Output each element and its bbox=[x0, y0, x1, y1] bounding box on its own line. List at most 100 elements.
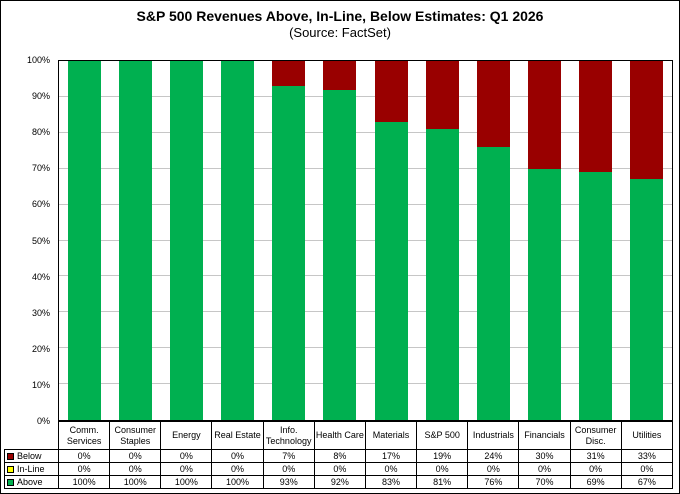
gridline bbox=[59, 383, 672, 385]
value-cell: 92% bbox=[313, 475, 366, 489]
bar-slot bbox=[314, 61, 365, 420]
plot-area bbox=[58, 60, 673, 421]
value-cell: 24% bbox=[467, 449, 520, 463]
bar-segment-below bbox=[323, 61, 357, 90]
value-cell: 100% bbox=[211, 475, 264, 489]
gridline bbox=[59, 347, 672, 349]
bar-segment-below bbox=[425, 61, 459, 130]
bar-slot bbox=[365, 61, 416, 420]
stacked-bar bbox=[425, 61, 459, 420]
bar-segment-above bbox=[119, 61, 153, 420]
bar-segment-above bbox=[221, 61, 255, 420]
bar-slot bbox=[59, 61, 110, 420]
bar-slot bbox=[519, 61, 570, 420]
y-tick-label: 60% bbox=[31, 199, 50, 210]
category-header: Energy bbox=[160, 421, 213, 450]
legend-label: Above bbox=[17, 477, 43, 487]
bar-segment-below bbox=[272, 61, 306, 87]
value-cell: 0% bbox=[160, 449, 213, 463]
gridline bbox=[59, 167, 672, 169]
stacked-bar bbox=[68, 61, 102, 420]
value-cell: 8% bbox=[313, 449, 366, 463]
gridline bbox=[59, 203, 672, 205]
value-cell: 33% bbox=[620, 449, 674, 463]
stacked-bar bbox=[578, 61, 612, 420]
bar-segment-above bbox=[374, 122, 408, 420]
value-cell: 7% bbox=[262, 449, 315, 463]
stacked-bar bbox=[527, 61, 561, 420]
value-cell: 100% bbox=[160, 475, 213, 489]
y-tick-label: 70% bbox=[31, 163, 50, 174]
value-cell: 31% bbox=[569, 449, 622, 463]
value-cell: 67% bbox=[620, 475, 674, 489]
gridline bbox=[59, 95, 672, 97]
value-cell: 83% bbox=[364, 475, 418, 489]
chart-subtitle: (Source: FactSet) bbox=[289, 25, 391, 40]
value-cell: 0% bbox=[364, 462, 418, 476]
gridline bbox=[59, 275, 672, 277]
legend-cell: Below bbox=[4, 449, 59, 463]
value-cell: 0% bbox=[518, 462, 571, 476]
bar-segment-above bbox=[425, 129, 459, 420]
value-cell: 100% bbox=[57, 475, 111, 489]
bar-segment-above bbox=[629, 179, 663, 420]
category-header: S&P 500 bbox=[416, 421, 469, 450]
value-cell: 69% bbox=[569, 475, 622, 489]
y-tick-label: 30% bbox=[31, 307, 50, 318]
legend-label: In-Line bbox=[17, 464, 45, 474]
stacked-bar bbox=[323, 61, 357, 420]
bar-segment-below bbox=[629, 61, 663, 180]
y-tick-label: 10% bbox=[31, 379, 50, 390]
legend-swatch bbox=[7, 479, 14, 486]
bar-segment-below bbox=[527, 61, 561, 169]
value-cell: 70% bbox=[518, 475, 571, 489]
bar-slot bbox=[161, 61, 212, 420]
y-tick-label: 0% bbox=[36, 416, 50, 426]
y-axis: 0% 10% 20% 30% 40% 50% 60% 70% 80% 90% 100% bbox=[1, 55, 54, 426]
bar-segment-above bbox=[527, 168, 561, 420]
category-header: Info. Technology bbox=[262, 421, 315, 450]
y-tick-label: 40% bbox=[31, 271, 50, 282]
stacked-bar bbox=[629, 61, 663, 420]
gridline bbox=[59, 239, 672, 241]
value-cell: 0% bbox=[569, 462, 622, 476]
bar-slot bbox=[212, 61, 263, 420]
category-header: Real Estate bbox=[211, 421, 264, 450]
bar-segment-below bbox=[374, 61, 408, 123]
legend-cell: In-Line bbox=[4, 462, 59, 476]
value-cell: 0% bbox=[57, 462, 111, 476]
data-table: Comm. Services Consumer Staples Energy Real… bbox=[4, 421, 674, 489]
y-tick-label: 100% bbox=[26, 55, 50, 65]
bar-segment-above bbox=[578, 172, 612, 420]
value-cell: 0% bbox=[160, 462, 213, 476]
y-tick-label: 20% bbox=[31, 343, 50, 354]
value-cell: 0% bbox=[467, 462, 520, 476]
legend-swatch bbox=[7, 466, 14, 473]
category-header: Utilities bbox=[620, 421, 674, 450]
stacked-bar bbox=[374, 61, 408, 420]
category-header: Materials bbox=[364, 421, 418, 450]
y-tick-label: 90% bbox=[31, 91, 50, 102]
data-table-wrap: Comm. Services Consumer Staples Energy Real… bbox=[4, 421, 674, 489]
stacked-bar bbox=[170, 61, 204, 420]
category-header: Comm. Services bbox=[57, 421, 111, 450]
value-cell: 0% bbox=[211, 462, 264, 476]
legend-cell: Above bbox=[4, 475, 59, 489]
stacked-bar bbox=[221, 61, 255, 420]
value-cell: 17% bbox=[364, 449, 418, 463]
stacked-bar bbox=[119, 61, 153, 420]
value-cell: 100% bbox=[109, 475, 162, 489]
bar-segment-below bbox=[476, 61, 510, 148]
bars-layer bbox=[59, 61, 672, 420]
value-cell: 76% bbox=[467, 475, 520, 489]
bar-segment-above bbox=[272, 86, 306, 420]
category-header: Health Care bbox=[313, 421, 366, 450]
legend-label: Below bbox=[17, 451, 42, 461]
bar-slot bbox=[570, 61, 621, 420]
value-cell: 93% bbox=[262, 475, 315, 489]
bar-segment-above bbox=[476, 147, 510, 420]
y-tick-label: 50% bbox=[31, 235, 50, 246]
chart-title: S&P 500 Revenues Above, In-Line, Below E… bbox=[136, 8, 544, 24]
bar-slot bbox=[468, 61, 519, 420]
